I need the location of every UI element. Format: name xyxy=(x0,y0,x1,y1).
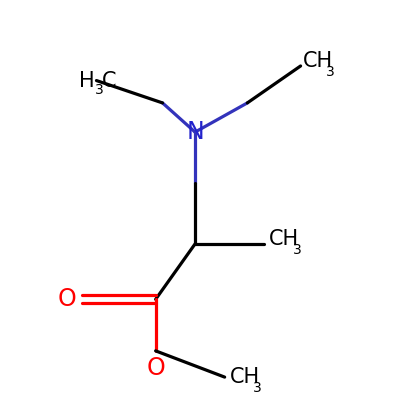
Text: H: H xyxy=(79,70,94,90)
Text: 3: 3 xyxy=(253,381,262,395)
Text: 3: 3 xyxy=(94,84,103,98)
Text: O: O xyxy=(146,356,165,380)
Text: N: N xyxy=(186,120,204,144)
Text: C: C xyxy=(101,70,116,90)
Text: 3: 3 xyxy=(326,65,335,79)
Text: CH: CH xyxy=(269,229,299,249)
Text: O: O xyxy=(58,287,77,311)
Text: CH: CH xyxy=(230,367,260,387)
Text: CH: CH xyxy=(302,51,333,71)
Text: 3: 3 xyxy=(293,243,302,257)
